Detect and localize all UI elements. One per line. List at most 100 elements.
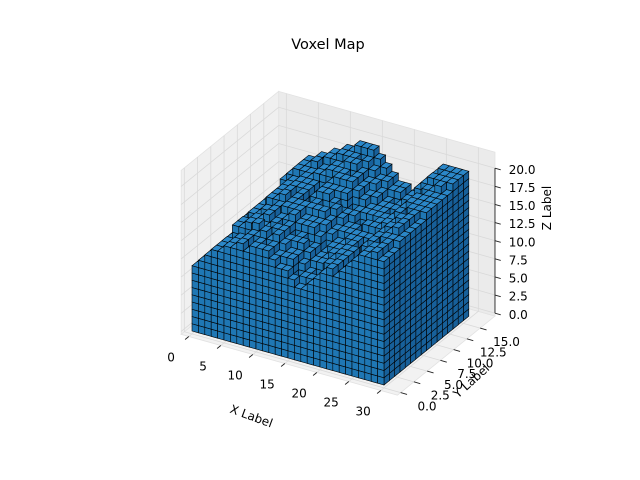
voxel-front-face [325,168,333,179]
voxel-front-face [358,254,366,264]
voxel-front-face [322,192,330,202]
z-tick-label: 5.0 [509,272,528,286]
z-tick-label: 2.5 [509,290,528,304]
y-tick [427,370,434,374]
voxel [376,255,390,270]
x-tick [344,381,350,385]
z-tick-label: 20.0 [509,163,536,177]
voxel [377,300,390,314]
voxel [294,217,308,232]
voxel [391,221,405,237]
x-tick-label: 10 [227,368,242,382]
chart-title: Voxel Map [291,37,365,53]
voxel-front-face [332,275,340,286]
voxel-front-face [345,265,353,275]
x-tick [184,336,190,340]
voxel-front-face [340,191,348,202]
voxel-front-face [287,277,295,288]
voxel-front-face [281,268,289,279]
voxel-front-face [338,270,346,281]
voxel [377,336,390,350]
x-tick [248,354,254,358]
voxel-front-face [326,266,334,277]
voxel [252,217,266,232]
voxel [231,220,245,235]
voxel-front-face [325,232,333,242]
voxel [288,208,302,223]
y-tick-label: 15.0 [493,335,520,349]
voxel-front-face [313,277,321,288]
z-tick-label: 10.0 [509,235,536,249]
z-tick-label: 12.5 [509,217,536,231]
z-gridline [180,106,496,187]
voxel-layer [191,140,470,386]
voxel [236,237,250,252]
voxel-front-face [274,267,282,277]
voxel [313,230,327,245]
voxel [311,203,325,218]
voxel [380,175,394,190]
z-tick-label: 7.5 [509,253,528,267]
x-tick-label: 25 [323,395,338,409]
voxel-front-face [217,250,225,261]
x-tick-label: 30 [355,404,370,418]
voxel-front-face [262,248,270,259]
x-tick-label: 5 [199,359,207,373]
voxel [339,173,353,188]
voxel-front-face [377,259,385,270]
voxel [345,175,359,190]
voxel [287,273,301,288]
x-tick [376,390,382,394]
voxel-front-face [244,220,252,231]
voxel-front-face [242,250,250,261]
voxel [361,155,375,170]
voxel-front-face [223,245,231,256]
voxel-front-face [364,255,372,266]
x-tick-label: 15 [259,377,274,391]
voxel [445,177,459,192]
voxel-front-face [232,224,240,235]
x-tick [312,372,318,376]
z-tick [494,185,501,189]
x-gridline [380,147,479,391]
y-tick-label: 5.0 [444,378,463,392]
y-tick-label: 2.5 [431,389,450,403]
y-tick-label: 10.0 [467,356,494,370]
z-tick [494,276,501,279]
z-tick [494,258,501,261]
z-tick [494,294,501,298]
x-tick [280,363,286,367]
voxel-front-face [236,241,244,252]
voxel-front-face [359,211,367,222]
voxel [283,184,297,199]
y-tick [453,349,461,352]
y-gridline [183,167,401,393]
y-tick [466,338,474,342]
voxel-front-face [306,283,314,294]
z-gridline [180,124,496,205]
voxel [280,264,294,279]
z-tick [494,222,501,225]
voxel [325,227,339,243]
voxel-front-face [393,190,401,201]
voxel-front-face [319,272,327,283]
z-tick [494,240,501,243]
voxel [259,225,273,240]
voxel [370,246,384,261]
voxel-front-face [191,265,199,276]
voxel-front-face [300,288,308,299]
voxel [210,244,224,259]
voxel-front-face [370,250,378,261]
voxel [262,208,276,224]
voxel-front-face [210,249,218,259]
voxel [367,164,381,179]
voxel-front-face [307,225,315,236]
voxel [366,143,380,159]
voxel-front-face [230,247,238,257]
voxel-front-face [351,259,359,270]
y-tick-label: 7.5 [457,367,476,381]
voxel [286,253,300,268]
voxel-front-face [268,257,276,268]
voxel [392,235,406,250]
